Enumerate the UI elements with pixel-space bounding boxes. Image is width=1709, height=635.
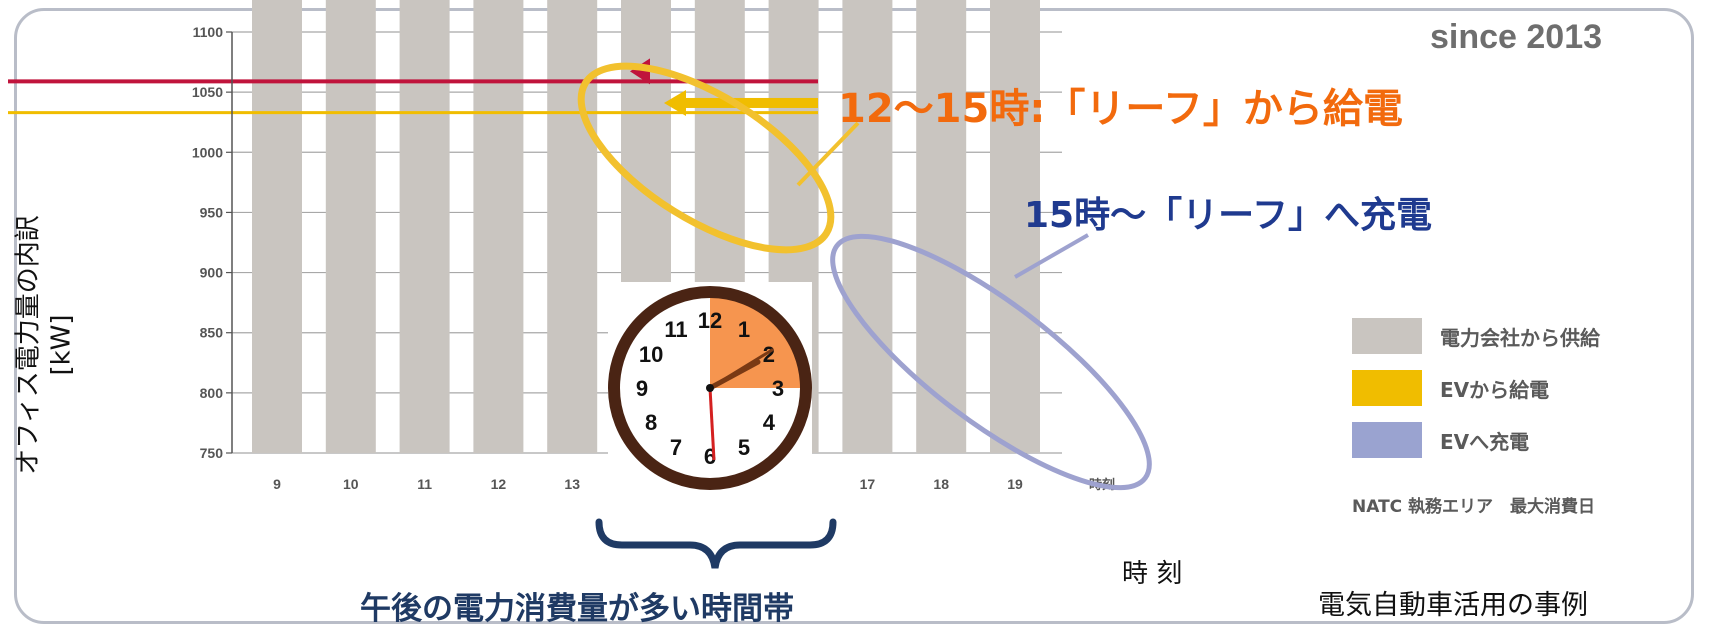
x-tick-label: 12	[491, 476, 507, 492]
y-tick-label: 900	[200, 265, 224, 281]
x-tick-label: 19	[1007, 476, 1023, 492]
clock-rim	[608, 286, 812, 490]
caption: 電気自動車活用の事例	[1318, 590, 1588, 621]
legend-label-ev-supply: EVから給電	[1440, 378, 1550, 402]
bar-layer: 25.6	[252, 0, 1040, 454]
bar-12-series-0	[473, 0, 524, 454]
clock-center	[706, 384, 714, 392]
y-tick-label: 1050	[192, 84, 223, 100]
clock-number: 10	[639, 342, 663, 367]
decoration-layer	[577, 58, 1152, 569]
bar-18-series-0	[916, 0, 967, 453]
x-tick-label: 11	[417, 476, 432, 492]
legend-swatch-grid-supply	[1352, 318, 1422, 354]
y-tick-label: 750	[200, 445, 224, 461]
clock-number: 3	[772, 376, 784, 401]
peak-period-label: 午後の電力消費量が多い時間帯	[360, 591, 794, 627]
x-tick-label: 13	[564, 476, 580, 492]
x-tick-label: 18	[933, 476, 949, 492]
clock-minute-hand	[708, 348, 774, 390]
clock-number: 2	[763, 342, 775, 367]
y-axis-label: オフィス電力量の内訳 [kW]	[13, 215, 78, 474]
y-tick-label: 1100	[193, 24, 224, 40]
y-tick-label: 1000	[192, 144, 223, 160]
clock-highlight-sector	[710, 296, 802, 388]
charge-leader-line	[1014, 233, 1089, 279]
bar-19-series-0	[990, 0, 1040, 453]
bar-11-series-0	[399, 0, 450, 453]
discharge-annotation: 12〜15時:「リーフ」から給電	[838, 86, 1403, 132]
clock-number: 12	[698, 308, 722, 333]
charge-highlight-ellipse	[830, 233, 1152, 491]
clock-second-hand	[708, 387, 716, 461]
y-tick-label: 950	[200, 204, 224, 220]
bar-9-series-0	[252, 0, 302, 453]
arrow-shaft	[683, 97, 818, 108]
bar-17-series-0	[842, 0, 893, 453]
legend-label-ev-charge: EVへ充電	[1440, 430, 1530, 454]
discharge-leader-line	[796, 121, 860, 187]
discharge-highlight-ellipse	[577, 62, 835, 254]
legend-note: NATC 執務エリア 最大消費日	[1352, 497, 1596, 517]
since-label: since 2013	[1430, 18, 1603, 56]
x-tick-label: 17	[860, 476, 876, 492]
legend-label-grid-supply: 電力会社から供給	[1440, 326, 1600, 350]
bar-10-series-0	[325, 0, 376, 453]
legend-swatch-ev-charge	[1352, 422, 1422, 458]
clock-number: 8	[645, 410, 657, 435]
x-tick-label: 10	[343, 476, 359, 492]
left-arrow-icon	[664, 89, 686, 116]
y-axis-label-line-2: [kW]	[46, 314, 76, 376]
y-tick-label: 800	[200, 385, 224, 401]
x-axis-label: 時 刻	[1122, 559, 1183, 589]
clock-number: 5	[738, 435, 750, 460]
x-tick-label: 9	[273, 476, 281, 492]
clock-number: 11	[664, 317, 687, 342]
bar-13-series-0	[547, 0, 598, 453]
clock-number: 7	[670, 435, 682, 460]
clock-number: 9	[636, 376, 648, 401]
clock-number: 4	[763, 410, 776, 435]
legend-swatch-ev-supply	[1352, 370, 1422, 406]
clock-number: 1	[738, 317, 750, 342]
charge-annotation: 15時〜「リーフ」へ充電	[1024, 195, 1432, 236]
y-tick-label: 850	[200, 325, 224, 341]
brace-icon	[595, 518, 837, 569]
y-axis-label-line-1: オフィス電力量の内訳	[13, 215, 44, 475]
